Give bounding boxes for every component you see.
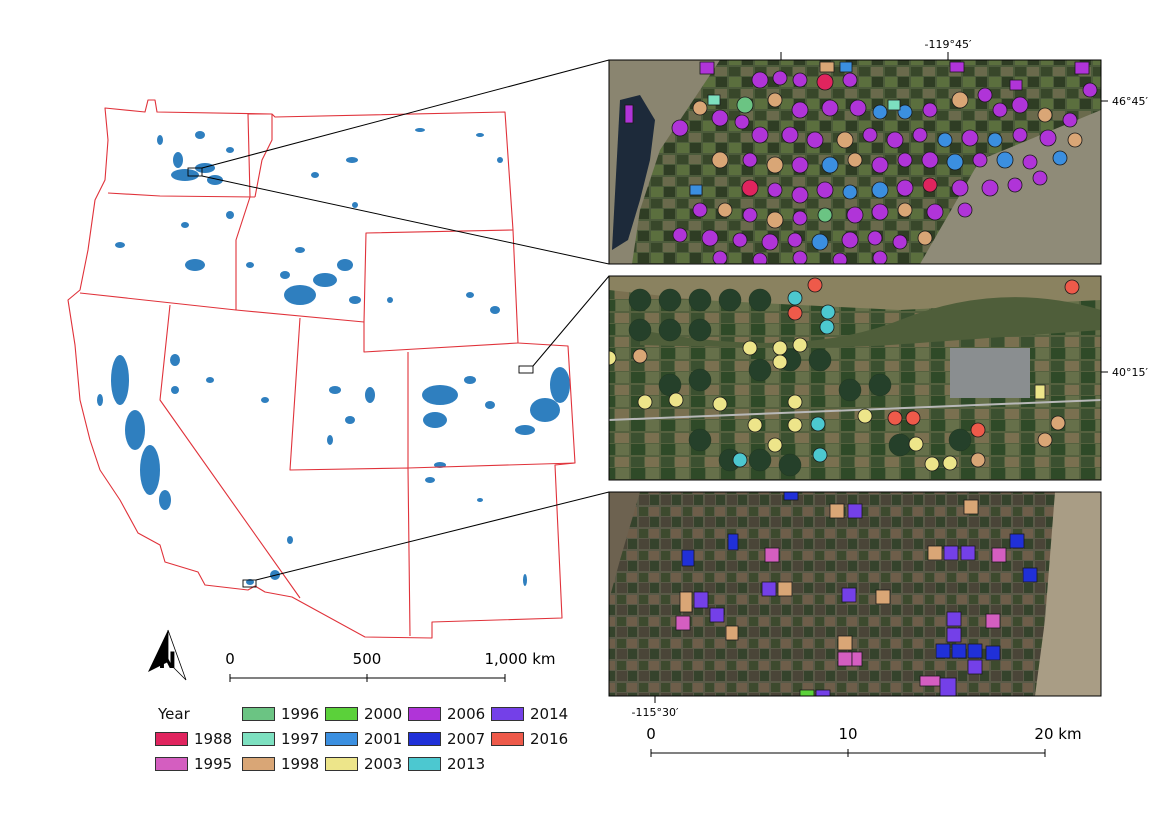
north-arrow-icon: N	[148, 629, 187, 681]
legend-label: 2006	[447, 705, 486, 723]
inset-scale-bar: 0 10 20 km	[646, 725, 1082, 757]
inset-2-fields	[609, 277, 1080, 472]
legend-swatch	[408, 732, 441, 746]
legend-swatch	[155, 757, 188, 771]
main-scale-bar: 0 500 1,000 km	[225, 650, 556, 682]
inset-scale-mid: 10	[838, 725, 857, 743]
legend-item-2013: 2013	[408, 754, 485, 774]
coord-label-lon-3: -115°30′	[632, 706, 679, 719]
extent-box-1	[187, 167, 203, 177]
legend-label: 1995	[194, 755, 233, 773]
legend-item-2006: 2006	[408, 704, 485, 724]
legend-swatch	[408, 707, 441, 721]
legend-swatch	[242, 757, 275, 771]
legend-label: 2013	[447, 755, 486, 773]
legend-swatch	[325, 732, 358, 746]
inset-scale-end: 20 km	[1034, 725, 1081, 743]
state-borders	[67, 99, 576, 639]
irrigated-areas	[97, 128, 570, 586]
legend-swatch	[408, 757, 441, 771]
legend-label: 2016	[530, 730, 569, 748]
inset-map-3: -115°30′	[608, 491, 1102, 719]
legend-item-1996: 1996	[242, 704, 319, 724]
legend-swatch	[242, 707, 275, 721]
north-arrow-letter: N	[158, 649, 176, 674]
western-us-map	[67, 59, 610, 639]
inset-map-1: -119°45′ 46°45′	[608, 38, 1148, 265]
leader-lines	[201, 59, 610, 581]
coord-label-lat-2: 40°15′	[1112, 366, 1148, 379]
legend-label: 2007	[447, 730, 486, 748]
legend-item-1998: 1998	[242, 754, 319, 774]
legend-label: 2014	[530, 705, 569, 723]
coord-label-lat-1: 46°45′	[1112, 95, 1148, 108]
legend-swatch	[242, 732, 275, 746]
legend-item-1995: 1995	[155, 754, 232, 774]
main-scale-start: 0	[225, 650, 235, 668]
legend-label: 1996	[281, 705, 320, 723]
legend-label: 2000	[364, 705, 403, 723]
extent-box-2	[518, 365, 534, 374]
inset-3-fields	[675, 492, 1038, 696]
year-legend: Year 1988 1995 1996 1997 1998 2000 2001 …	[155, 703, 595, 783]
main-scale-mid: 500	[353, 650, 382, 668]
legend-item-2003: 2003	[325, 754, 402, 774]
legend-label: 2001	[364, 730, 403, 748]
legend-item-1988: 1988	[155, 729, 232, 749]
legend-swatch	[325, 707, 358, 721]
coord-label-lon-1: -119°45′	[925, 38, 972, 51]
main-scale-end: 1,000 km	[484, 650, 555, 668]
extent-box-3	[242, 579, 257, 588]
inset-1-fields	[624, 61, 1098, 264]
legend-label: 1988	[194, 730, 233, 748]
legend-swatch	[325, 757, 358, 771]
legend-item-1997: 1997	[242, 729, 319, 749]
legend-label: 1998	[281, 755, 320, 773]
legend-title: Year	[158, 705, 190, 723]
legend-item-2016: 2016	[491, 729, 568, 749]
legend-item-2007: 2007	[408, 729, 485, 749]
legend-swatch	[491, 707, 524, 721]
pivot-circles	[628, 288, 972, 477]
inset-map-2: 40°15′	[608, 275, 1148, 481]
legend-item-2001: 2001	[325, 729, 402, 749]
legend-label: 2003	[364, 755, 403, 773]
legend-item-2000: 2000	[325, 704, 402, 724]
legend-swatch	[491, 732, 524, 746]
legend-swatch	[155, 732, 188, 746]
legend-label: 1997	[281, 730, 320, 748]
inset-scale-start: 0	[646, 725, 656, 743]
legend-item-2014: 2014	[491, 704, 568, 724]
